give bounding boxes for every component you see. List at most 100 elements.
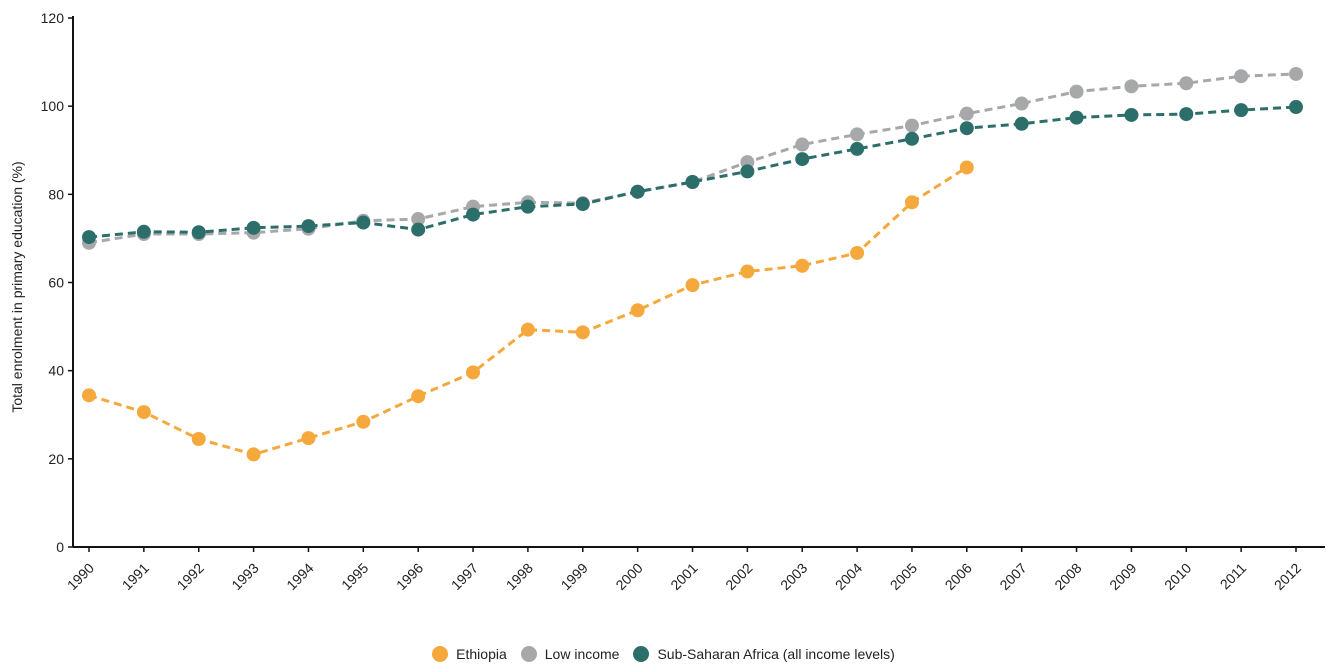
data-point-sub-saharan-africa-all-income-levels <box>246 220 261 235</box>
data-point-sub-saharan-africa-all-income-levels <box>575 197 590 212</box>
data-point-sub-saharan-africa-all-income-levels <box>1234 103 1249 118</box>
y-axis-title: Total enrolment in primary education (%) <box>9 161 25 412</box>
x-axis: 1990 1991 1992 1993 1994 1995 1996 1997 1998 1999… <box>64 546 1325 593</box>
data-point-sub-saharan-africa-all-income-levels <box>1014 116 1029 131</box>
data-point-sub-saharan-africa-all-income-levels <box>466 207 481 222</box>
data-point-sub-saharan-africa-all-income-levels <box>1124 107 1139 122</box>
data-point-ethiopia <box>191 431 206 446</box>
x-tick-label: 2004 <box>832 560 865 593</box>
data-point-ethiopia <box>246 447 261 462</box>
x-tick-label: 2007 <box>996 560 1029 593</box>
series-line-sub-saharan-africa-all-income-levels <box>88 105 1297 239</box>
series-line-ethiopia <box>88 166 968 456</box>
data-point-low-income <box>904 118 919 133</box>
x-tick-label: 2002 <box>722 560 755 593</box>
data-point-ethiopia <box>466 365 481 380</box>
data-point-ethiopia <box>301 431 316 446</box>
y-tick-label: 100 <box>41 98 65 114</box>
data-point-ethiopia <box>850 245 865 260</box>
data-point-ethiopia <box>959 160 974 175</box>
data-point-low-income <box>1124 79 1139 94</box>
data-point-sub-saharan-africa-all-income-levels <box>301 219 316 234</box>
data-point-ethiopia <box>575 325 590 340</box>
series-line-low-income <box>88 72 1297 245</box>
data-point-ethiopia <box>356 414 371 429</box>
x-tick-label: 1996 <box>393 560 426 593</box>
data-point-ethiopia <box>904 195 919 210</box>
x-tick-label: 1994 <box>283 560 316 593</box>
legend-label-ethiopia: Ethiopia <box>456 646 507 662</box>
legend-item-low-income: Low income <box>520 646 620 662</box>
data-point-low-income <box>850 127 865 142</box>
data-point-low-income <box>795 137 810 152</box>
y-tick-label: 0 <box>56 539 64 555</box>
data-point-ethiopia <box>740 264 755 279</box>
x-tick-label: 1993 <box>228 560 261 593</box>
data-point-sub-saharan-africa-all-income-levels <box>411 222 426 237</box>
data-point-ethiopia <box>136 405 151 420</box>
data-point-ethiopia <box>685 278 700 293</box>
y-tick-label: 60 <box>48 275 64 291</box>
data-point-sub-saharan-africa-all-income-levels <box>1069 110 1084 125</box>
data-point-sub-saharan-africa-all-income-levels <box>795 152 810 167</box>
x-tick-label: 2012 <box>1271 560 1304 593</box>
data-point-sub-saharan-africa-all-income-levels <box>850 141 865 156</box>
legend-label-sub-saharan-africa: Sub-Saharan Africa (all income levels) <box>657 646 895 662</box>
data-point-sub-saharan-africa-all-income-levels <box>82 230 96 245</box>
x-tick-label: 1998 <box>503 560 536 593</box>
series-sub-saharan-africa-all-income-levels <box>82 100 1303 245</box>
legend: Ethiopia Low income Sub-Saharan Africa (… <box>0 644 1327 664</box>
y-axis: 0 20 40 60 80 100 120 <box>41 10 74 555</box>
legend-label-low-income: Low income <box>544 646 620 662</box>
data-point-ethiopia <box>82 388 96 403</box>
series-layer <box>82 66 1303 462</box>
data-point-sub-saharan-africa-all-income-levels <box>959 121 974 136</box>
data-point-low-income <box>1289 66 1303 81</box>
y-tick-label: 20 <box>48 451 64 467</box>
data-point-ethiopia <box>795 258 810 273</box>
data-point-sub-saharan-africa-all-income-levels <box>685 174 700 189</box>
data-point-sub-saharan-africa-all-income-levels <box>136 224 151 239</box>
x-tick-label: 2009 <box>1106 560 1139 593</box>
legend-swatch-ethiopia <box>432 646 449 662</box>
data-point-low-income <box>1234 69 1249 84</box>
data-point-ethiopia <box>411 389 426 404</box>
x-tick-label: 1992 <box>174 560 207 593</box>
data-point-sub-saharan-africa-all-income-levels <box>740 164 755 179</box>
data-point-low-income <box>959 106 974 121</box>
data-point-low-income <box>1014 96 1029 111</box>
data-point-low-income <box>1179 76 1194 91</box>
data-point-low-income <box>411 212 426 227</box>
legend-item-sub-saharan-africa: Sub-Saharan Africa (all income levels) <box>633 646 895 662</box>
x-tick-label: 1997 <box>448 560 481 593</box>
data-point-sub-saharan-africa-all-income-levels <box>1179 107 1194 122</box>
data-point-sub-saharan-africa-all-income-levels <box>630 184 645 199</box>
y-tick-label: 80 <box>48 186 64 202</box>
legend-item-ethiopia: Ethiopia <box>432 646 507 662</box>
x-tick-label: 2010 <box>1161 560 1194 593</box>
data-point-sub-saharan-africa-all-income-levels <box>904 131 919 146</box>
x-tick-label: 2001 <box>667 560 700 593</box>
x-tick-label: 2011 <box>1217 560 1250 593</box>
x-tick-label: 1995 <box>338 560 371 593</box>
x-tick-label: 2008 <box>1051 560 1084 593</box>
x-tick-label: 1991 <box>119 560 152 593</box>
series-ethiopia <box>82 160 974 462</box>
x-tick-label: 2005 <box>887 560 920 593</box>
data-point-ethiopia <box>630 303 645 318</box>
legend-swatch-low-income <box>520 646 537 662</box>
series-low-income <box>82 66 1303 250</box>
x-tick-label: 1990 <box>64 560 97 593</box>
x-tick-label: 2006 <box>942 560 975 593</box>
data-point-ethiopia <box>520 322 535 337</box>
x-tick-label: 2003 <box>777 560 810 593</box>
legend-swatch-sub-saharan-africa <box>633 646 650 662</box>
data-point-sub-saharan-africa-all-income-levels <box>520 199 535 214</box>
data-point-sub-saharan-africa-all-income-levels <box>356 215 371 230</box>
x-tick-label: 2000 <box>612 560 645 593</box>
x-tick-label: 1999 <box>558 560 591 593</box>
y-tick-label: 120 <box>41 10 65 26</box>
data-point-sub-saharan-africa-all-income-levels <box>191 225 206 240</box>
line-chart: 0 20 40 60 80 100 120 1990 1991 1992 1993 1994 1995… <box>9 10 1325 593</box>
data-point-sub-saharan-africa-all-income-levels <box>1289 100 1303 115</box>
